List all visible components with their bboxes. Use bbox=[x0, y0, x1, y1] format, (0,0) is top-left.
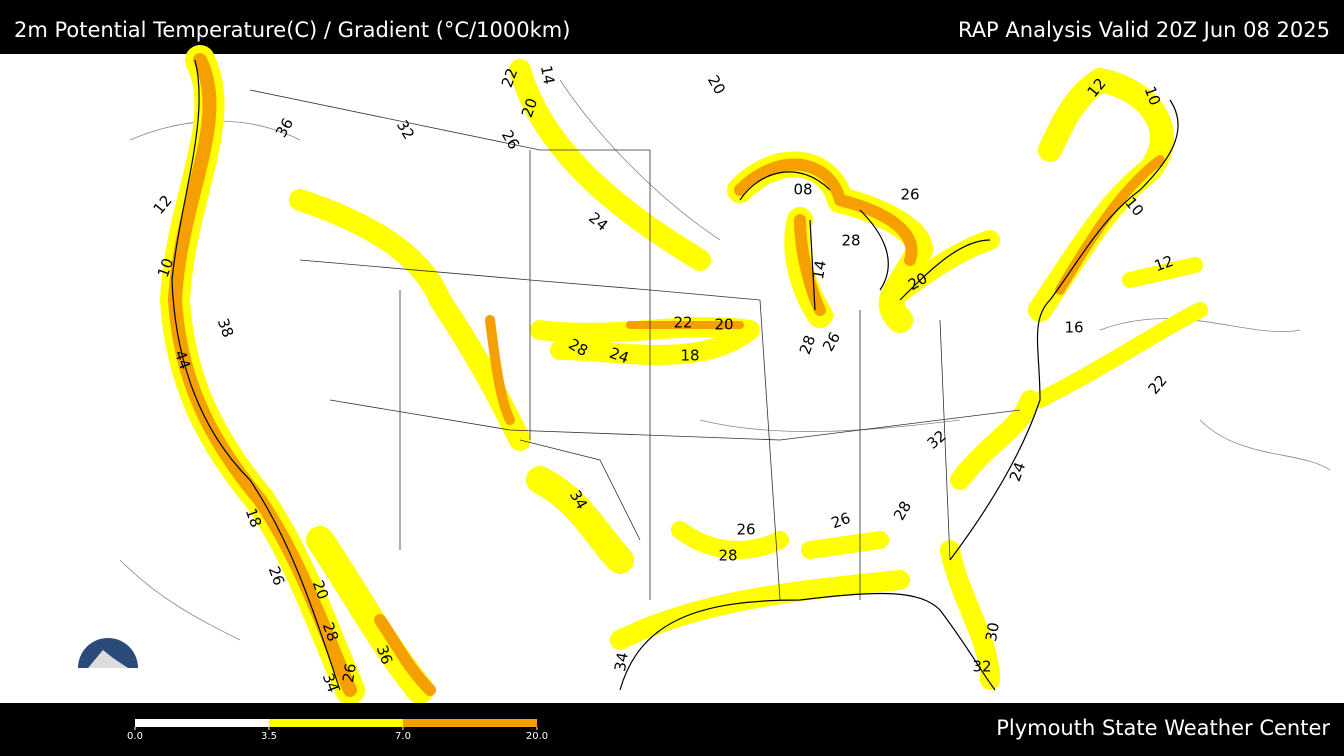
isotherms bbox=[119, 79, 1331, 641]
contour-label: 28 bbox=[319, 620, 342, 644]
contour-label: 12 bbox=[1152, 252, 1176, 275]
contour-label: 26 bbox=[829, 509, 853, 532]
contour-label: 14 bbox=[537, 64, 558, 86]
coastline bbox=[171, 59, 1179, 691]
contour-label: 24 bbox=[607, 344, 631, 367]
contour-label: 38 bbox=[214, 316, 237, 340]
contour-label: 26 bbox=[900, 186, 919, 204]
contour-label: 20 bbox=[518, 96, 541, 120]
contour-label: 44 bbox=[171, 348, 194, 372]
contour-label: 28 bbox=[841, 232, 860, 250]
title: 2m Potential Temperature(C) / Gradient (… bbox=[14, 18, 570, 42]
contour-label: 10 bbox=[1141, 84, 1164, 108]
colorbar-tick-label: 7.0 bbox=[395, 731, 411, 742]
contour-label: 20 bbox=[309, 578, 332, 602]
contour-label: 26 bbox=[339, 662, 360, 684]
contour-label: 34 bbox=[319, 671, 342, 695]
contour-label: 10 bbox=[154, 256, 177, 280]
colorbar: 0.0 3.5 7.0 20.0 bbox=[127, 719, 548, 742]
footer-bar bbox=[0, 703, 1344, 756]
credit: Plymouth State Weather Center bbox=[996, 716, 1330, 740]
contour-label: 28 bbox=[718, 547, 737, 565]
contour-label: 26 bbox=[265, 564, 288, 588]
contour-label: 30 bbox=[982, 621, 1003, 643]
colorbar-segment bbox=[269, 719, 403, 727]
colorbar-tick-label: 20.0 bbox=[526, 731, 548, 742]
colorbar-tick-label: 0.0 bbox=[127, 731, 143, 742]
contour-label: 08 bbox=[793, 181, 812, 199]
header-bar bbox=[0, 0, 1344, 54]
contour-label: 22 bbox=[673, 314, 692, 332]
contour-label: 28 bbox=[796, 333, 819, 357]
contour-label: 18 bbox=[680, 347, 699, 365]
contour-label: 34 bbox=[611, 651, 632, 673]
psu-logo bbox=[78, 638, 138, 668]
contour-label: 26 bbox=[736, 521, 755, 539]
contour-label: 22 bbox=[498, 66, 521, 90]
contour-label: 32 bbox=[972, 658, 991, 676]
contour-label: 14 bbox=[809, 259, 830, 281]
valid-time: RAP Analysis Valid 20Z Jun 08 2025 bbox=[958, 18, 1330, 42]
state-borders bbox=[249, 89, 1021, 601]
colorbar-segment bbox=[135, 719, 269, 727]
contour-label: 16 bbox=[1064, 319, 1083, 337]
contour-label: 18 bbox=[242, 506, 265, 530]
map: 36 32 22 20 14 26 20 12 10 38 44 24 22 20 28 24 18 28 26 08… bbox=[0, 45, 1344, 705]
colorbar-tick-label: 3.5 bbox=[261, 731, 277, 742]
colorbar-segment bbox=[403, 719, 537, 727]
contour-label: 20 bbox=[714, 316, 733, 334]
contour-label: 24 bbox=[1006, 460, 1029, 484]
contour-label: 36 bbox=[373, 643, 396, 667]
map-background bbox=[0, 54, 1344, 703]
